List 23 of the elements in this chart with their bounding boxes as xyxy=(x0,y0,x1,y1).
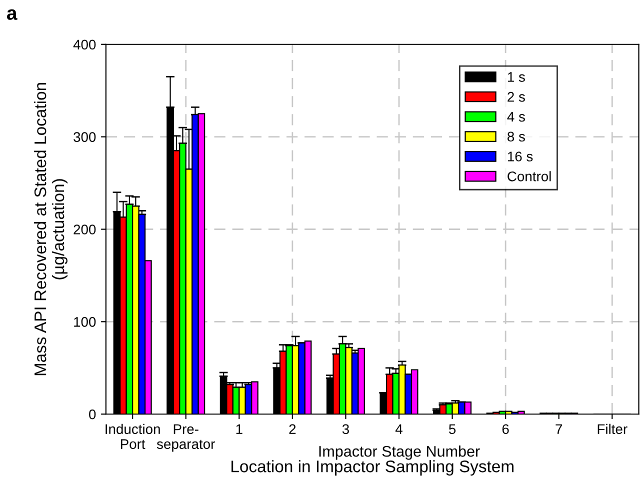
x-tick-label: 5 xyxy=(448,424,456,434)
x-axis-title: Location in Impactor Sampling System xyxy=(232,460,514,476)
y-tick-label: 100 xyxy=(74,317,96,327)
y-tick-label: 400 xyxy=(73,40,96,50)
text: a xyxy=(6,9,18,20)
x-tick-label: 3 xyxy=(342,424,349,434)
legend-label: 8 s xyxy=(508,132,525,142)
x-tick-label: 7 xyxy=(556,424,562,434)
y-tick-label: 0 xyxy=(89,409,96,420)
y-tick-label: 300 xyxy=(74,132,96,142)
x-tick-label: 1 xyxy=(236,424,242,434)
x-tick-label: Filter xyxy=(598,424,628,434)
legend-label: 2 s xyxy=(508,92,525,102)
y-axis-title: Mass API Recovered at Stated Location (µg/actuation) xyxy=(34,83,68,376)
x-tick-label: 2 xyxy=(289,424,296,434)
x-tick-label: 6 xyxy=(502,424,509,434)
legend-label: Control xyxy=(508,171,551,182)
y-tick-label: 200 xyxy=(74,224,96,234)
text: Impactor Stage Number xyxy=(319,446,480,460)
x-tick-label: 4 xyxy=(395,424,402,434)
legend-label: 4 s xyxy=(507,112,525,122)
legend-label: 1 s xyxy=(508,72,525,82)
legend-label: 16 s xyxy=(508,152,533,162)
